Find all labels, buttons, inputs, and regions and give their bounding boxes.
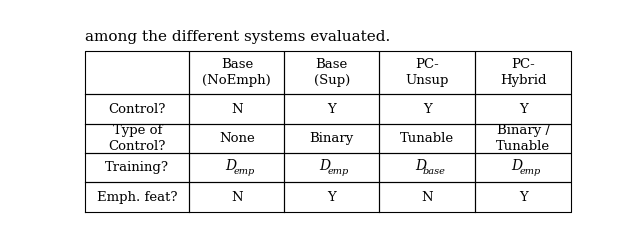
Text: emp: emp — [519, 167, 541, 176]
Text: PC-
Unsup: PC- Unsup — [405, 58, 449, 87]
Text: Binary: Binary — [310, 132, 354, 145]
Text: Base
(NoEmph): Base (NoEmph) — [202, 58, 271, 87]
Text: Y: Y — [327, 102, 336, 115]
Text: Training?: Training? — [105, 161, 169, 174]
Text: Type of
Control?: Type of Control? — [109, 124, 166, 153]
Text: D: D — [225, 159, 236, 173]
Text: D: D — [415, 159, 426, 173]
Text: Binary /
Tunable: Binary / Tunable — [496, 124, 550, 153]
Text: Control?: Control? — [109, 102, 166, 115]
Text: Y: Y — [518, 102, 527, 115]
Text: Base
(Sup): Base (Sup) — [314, 58, 350, 87]
Text: N: N — [231, 191, 243, 204]
Text: D: D — [319, 159, 331, 173]
Text: among the different systems evaluated.: among the different systems evaluated. — [85, 30, 390, 44]
Text: N: N — [421, 191, 433, 204]
Text: base: base — [422, 167, 445, 176]
Text: Tunable: Tunable — [400, 132, 454, 145]
Text: None: None — [219, 132, 255, 145]
Text: D: D — [511, 159, 522, 173]
Text: emp: emp — [328, 167, 349, 176]
Text: PC-
Hybrid: PC- Hybrid — [500, 58, 547, 87]
Text: emp: emp — [233, 167, 255, 176]
Text: Y: Y — [518, 191, 527, 204]
Text: N: N — [231, 102, 243, 115]
Text: Y: Y — [422, 102, 431, 115]
Text: Emph. feat?: Emph. feat? — [97, 191, 177, 204]
Text: Y: Y — [327, 191, 336, 204]
